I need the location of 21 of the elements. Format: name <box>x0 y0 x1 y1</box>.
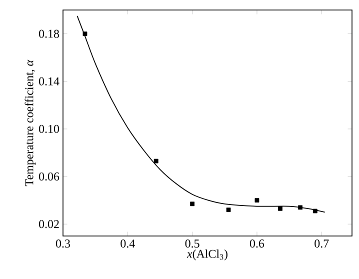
x-tick-label: 0.7 <box>314 240 329 248</box>
y-tick-label: 0.18 <box>39 30 60 38</box>
point <box>298 205 302 210</box>
point <box>312 208 318 214</box>
y-tick-label: 0.06 <box>39 172 60 181</box>
y-tick-label: 0.14 <box>39 77 60 86</box>
y-tick-label: 0.02 <box>39 220 59 228</box>
x-tick-label: 0.5 <box>185 240 200 248</box>
point <box>82 32 88 36</box>
point <box>254 198 260 203</box>
y-axis-title: Temperature coefficient, α <box>24 60 36 186</box>
x-axis-title: x(AlCl$_{3}$) <box>186 250 228 260</box>
line-series <box>76 16 326 213</box>
x-tick-label: 0.6 <box>250 240 264 248</box>
point <box>278 206 282 211</box>
point <box>154 158 158 164</box>
x-tick-label: 0.4 <box>120 240 135 248</box>
point <box>190 202 194 206</box>
y-tick-label: 0.10 <box>39 124 60 134</box>
x-tick-label: 0.3 <box>56 240 70 248</box>
point <box>226 208 231 212</box>
